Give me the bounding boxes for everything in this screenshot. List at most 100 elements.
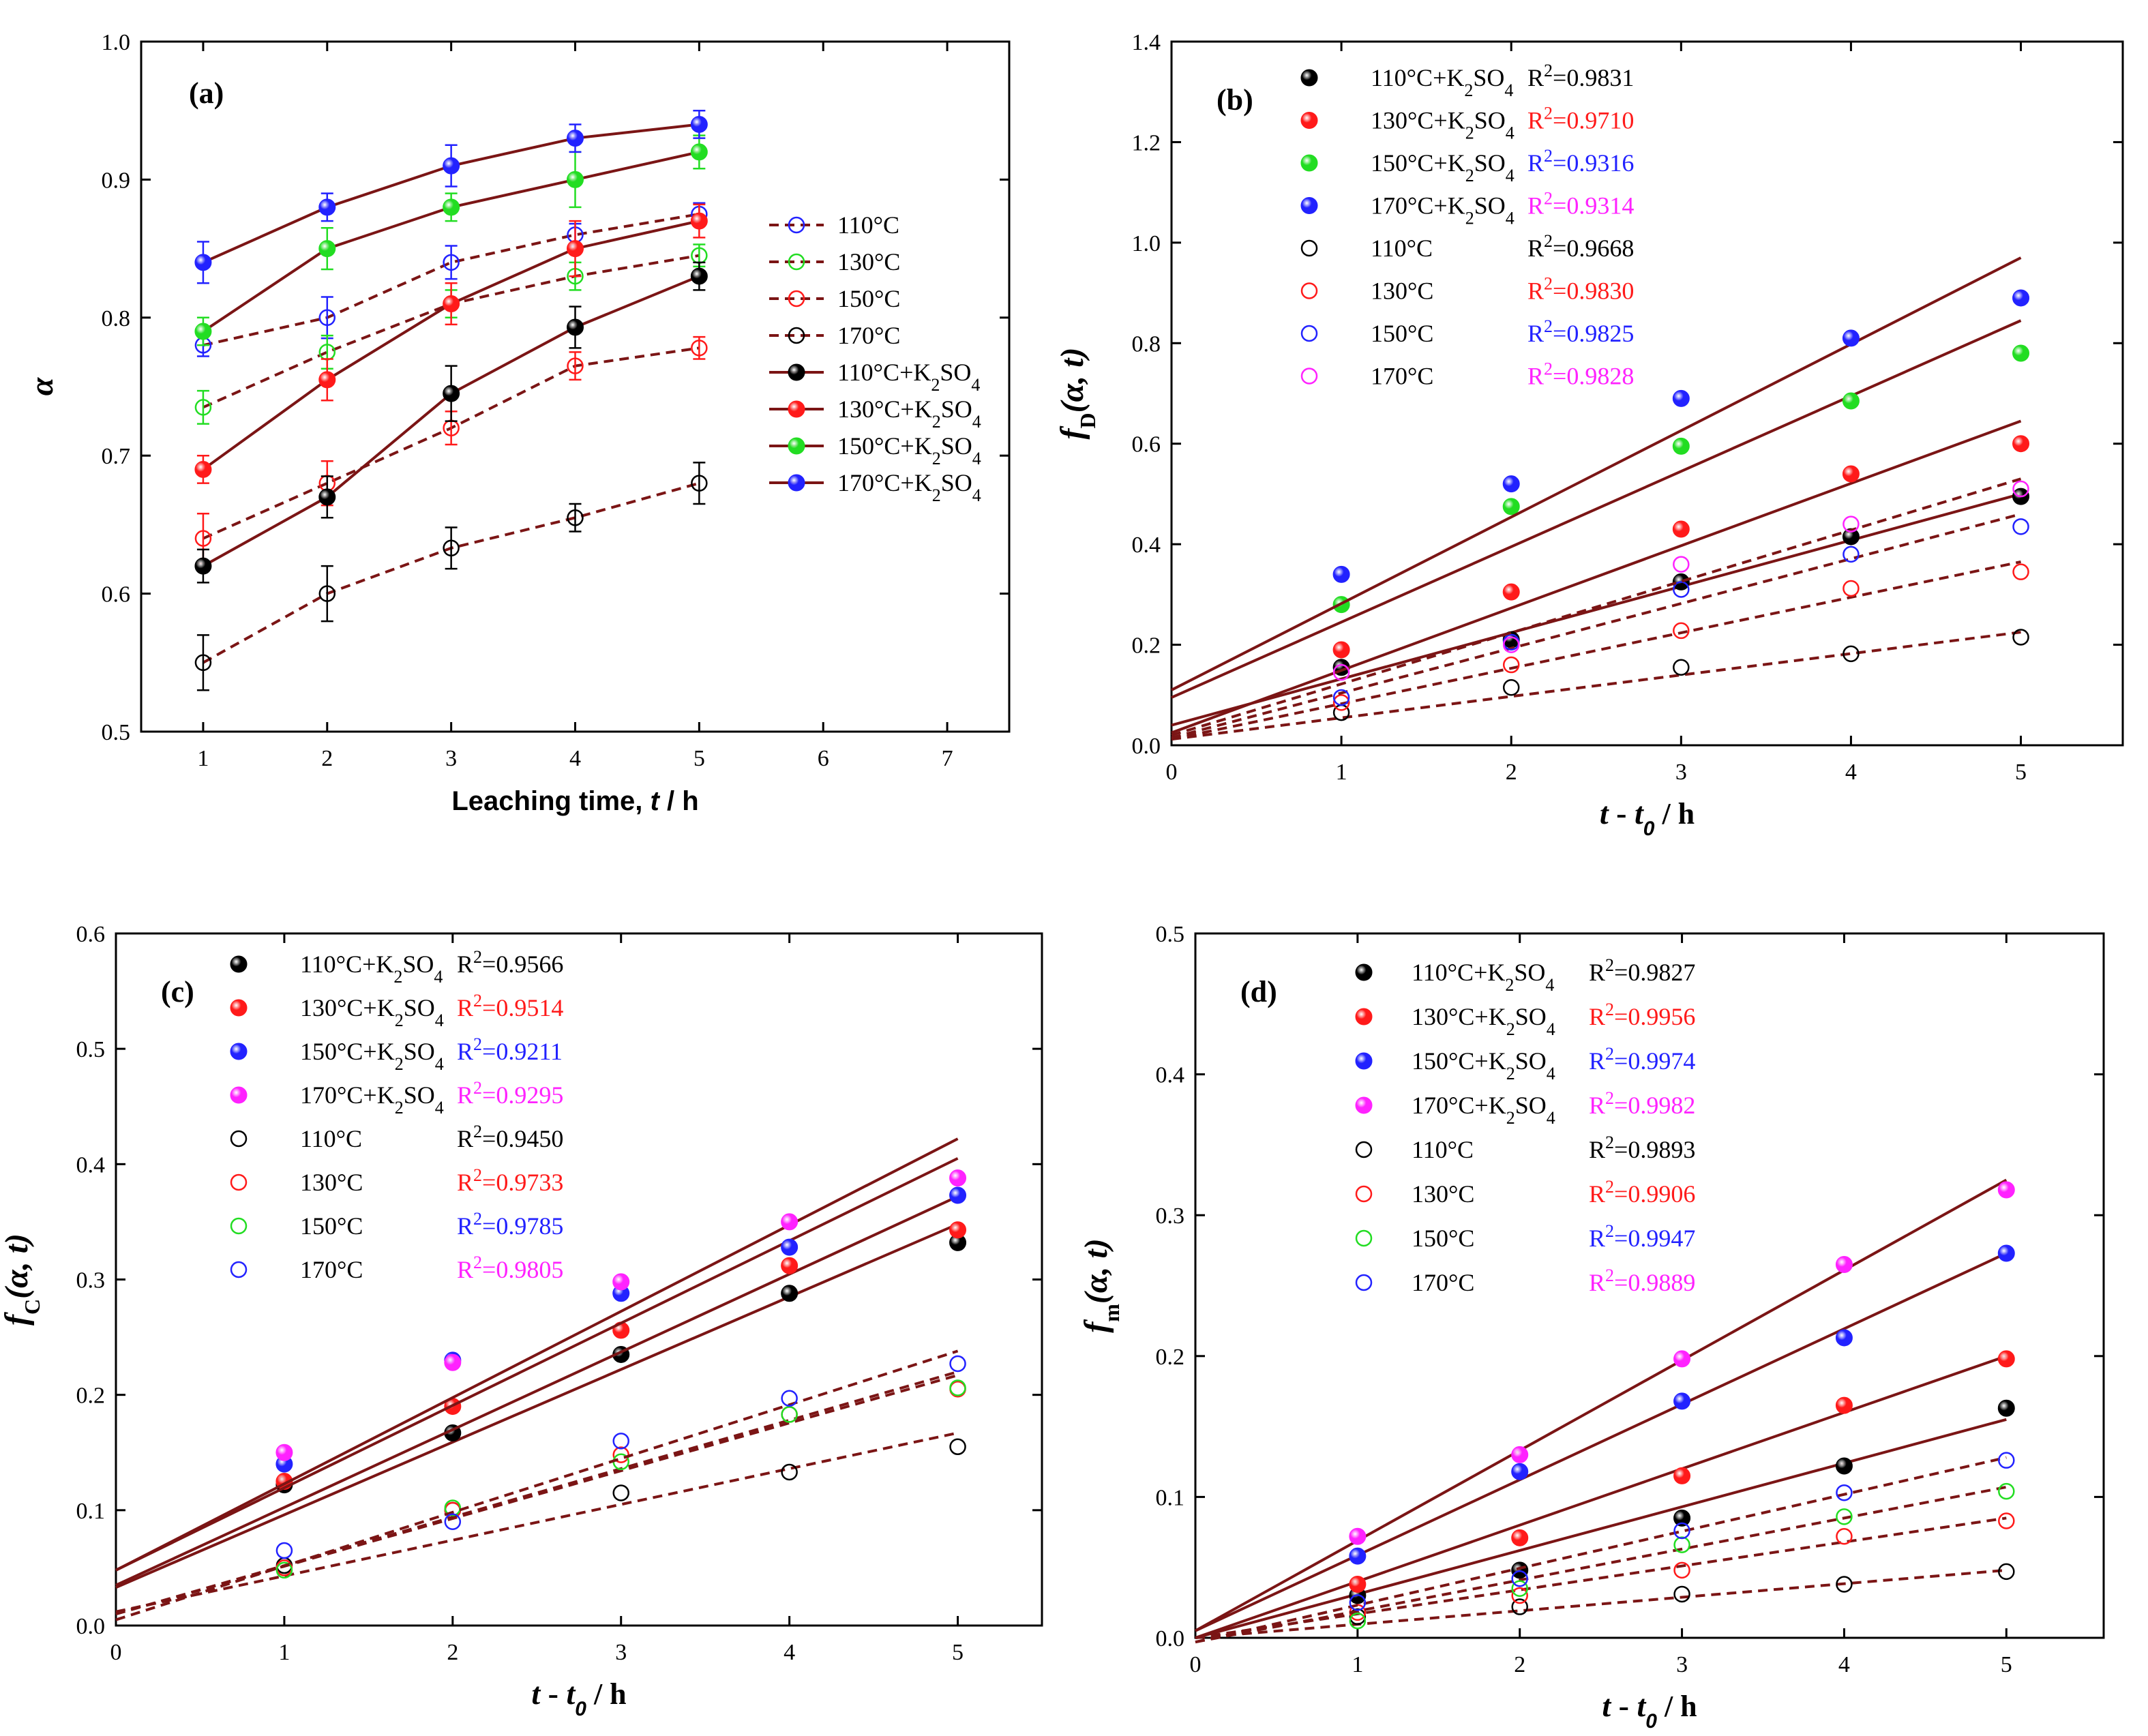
y-tick-label: 0.0	[76, 1614, 106, 1639]
legend-r2: R2=0.9825	[1527, 316, 1634, 348]
data-point	[1511, 1529, 1529, 1546]
x-tick-label: 5	[2001, 1652, 2012, 1677]
legend-label: 150°C	[300, 1212, 363, 1240]
data-point	[949, 1169, 967, 1187]
legend-r2: R2=0.9211	[457, 1034, 563, 1066]
data-point	[1511, 1587, 1528, 1604]
data-point	[318, 585, 336, 602]
legend-label: 110°C+K2SO4	[300, 951, 443, 987]
data-point	[194, 557, 212, 575]
data-point	[690, 212, 708, 230]
legend-marker	[230, 1130, 248, 1148]
data-point	[567, 240, 584, 258]
legend-label: 110°C+K2SO4	[1371, 64, 1513, 100]
fit-line	[1195, 1354, 2007, 1639]
data-point	[1502, 636, 1520, 653]
y-tick-label: 0.3	[1156, 1203, 1185, 1229]
plot-frame	[1170, 40, 2124, 747]
legend-marker	[230, 1261, 248, 1278]
y-tick-label: 0.8	[1132, 331, 1161, 357]
y-tick-label: 0.4	[1132, 533, 1161, 558]
x-tick-label: 2	[1514, 1652, 1525, 1677]
fit-line	[115, 1223, 959, 1589]
data-point	[949, 1438, 966, 1456]
data-point	[1835, 1396, 1853, 1414]
fit-line	[1195, 1568, 2007, 1639]
legend-label: 110°C	[1371, 235, 1433, 262]
legend-label: 130°C+K2SO4	[1371, 107, 1515, 143]
x-tick-label: 3	[445, 746, 457, 771]
x-tick-label: 4	[1845, 760, 1857, 785]
fit-line	[1171, 319, 2022, 699]
data-point	[1502, 656, 1520, 674]
data-point	[444, 1499, 462, 1516]
legend-marker	[1300, 239, 1318, 257]
x-tick-label: 3	[1676, 1652, 1688, 1677]
data-point	[318, 488, 336, 506]
legend-label: 170°C+K2SO4	[837, 469, 981, 505]
x-tick-label: 1	[1336, 760, 1347, 785]
legend-r2: R2=0.9316	[1527, 146, 1634, 177]
x-axis-label: t - t0 / h	[531, 1676, 626, 1720]
legend-r2: R2=0.9889	[1589, 1266, 1695, 1297]
legend-marker	[230, 1043, 248, 1060]
data-point	[444, 1513, 462, 1530]
fit-line	[115, 1137, 959, 1572]
fit-line	[1171, 512, 2022, 739]
fit-line	[1195, 1516, 2007, 1639]
data-point	[1842, 465, 1860, 483]
y-tick-label: 1.0	[102, 30, 131, 55]
y-axis-label: fD(α, t)	[1054, 348, 1100, 440]
legend-r2: R2=0.9947	[1589, 1221, 1695, 1253]
data-point	[2012, 518, 2029, 535]
legend-r2: R2=0.9566	[457, 947, 563, 978]
y-tick-label: 0.0	[1156, 1626, 1185, 1651]
data-point	[1842, 392, 1860, 410]
data-point	[1843, 515, 1860, 533]
panel-label: (b)	[1217, 83, 1253, 117]
legend-marker	[1355, 1185, 1373, 1203]
data-point	[194, 254, 212, 271]
data-point	[275, 1542, 293, 1559]
series-110-C	[1195, 1563, 2015, 1639]
data-point	[691, 475, 708, 492]
legend-label: 170°C	[837, 322, 900, 349]
y-tick-label: 0.6	[102, 582, 131, 608]
data-point	[690, 115, 708, 133]
x-tick-label: 2	[447, 1640, 458, 1665]
data-point	[1349, 1547, 1367, 1565]
legend-marker	[1355, 1052, 1373, 1070]
legend-label: 110°C	[837, 211, 899, 239]
series-170-C-K2SO4	[1171, 256, 2030, 691]
legend-marker	[230, 999, 248, 1017]
x-tick-label: 4	[1838, 1652, 1850, 1677]
legend-label: 150°C	[1371, 320, 1433, 347]
data-point	[690, 267, 708, 285]
y-axis-label: α	[24, 376, 60, 395]
y-tick-label: 0.6	[76, 922, 106, 947]
data-point	[781, 1213, 799, 1231]
legend-marker	[1300, 325, 1318, 342]
legend-marker	[788, 437, 805, 455]
data-point	[1998, 1563, 2015, 1581]
data-point	[949, 1379, 966, 1396]
data-point	[194, 399, 212, 416]
chart-panel-2: 0 1 2 3 4 5 0.0 0.1 0.2 0.3 0.4 0.5 0.6 (c) t - t0 / h…	[0, 922, 1043, 1720]
data-point	[1997, 1244, 2015, 1262]
chart-panel-0: 1 2 3 4 5 6 7 0.5 0.6 0.7 0.8 0.9 1.0 (a) Leaching tim…	[24, 30, 1011, 816]
legend-marker	[788, 216, 805, 234]
data-point	[1673, 1522, 1690, 1540]
data-point	[1502, 498, 1520, 515]
data-point	[1332, 689, 1350, 706]
fit-line	[115, 1195, 959, 1587]
data-point	[1998, 1482, 2015, 1500]
legend-marker	[1300, 112, 1318, 129]
series-130-C-K2SO4	[194, 203, 708, 484]
legend: 110°C 130°C 150°C 170°C 110°C+K2SO4130°C+K2S…	[769, 211, 981, 505]
data-point	[781, 1463, 798, 1481]
data-point	[567, 318, 584, 336]
data-point	[781, 1406, 798, 1423]
series-130-C	[1171, 560, 2029, 741]
x-tick-label: 5	[2015, 760, 2027, 785]
legend-label: 150°C	[1412, 1225, 1474, 1252]
